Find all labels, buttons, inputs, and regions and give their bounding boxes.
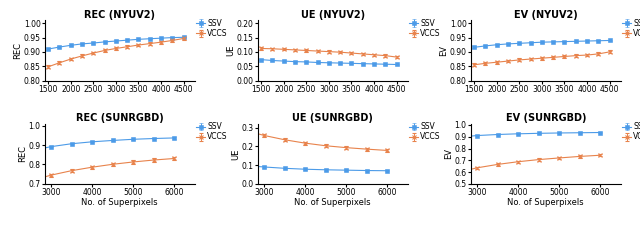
Title: REC (NYUV2): REC (NYUV2) xyxy=(84,10,156,20)
Legend: SSV, VCCS: SSV, VCCS xyxy=(621,121,640,143)
Legend: SSV, VCCS: SSV, VCCS xyxy=(195,121,229,143)
Y-axis label: REC: REC xyxy=(18,145,27,162)
Title: UE (SUNRGBD): UE (SUNRGBD) xyxy=(292,113,373,123)
Y-axis label: UE: UE xyxy=(231,148,240,160)
Y-axis label: UE: UE xyxy=(227,45,236,56)
Y-axis label: EV: EV xyxy=(439,45,448,56)
Y-axis label: EV: EV xyxy=(444,148,453,159)
Title: EV (SUNRGBD): EV (SUNRGBD) xyxy=(506,113,586,123)
Title: UE (NYUV2): UE (NYUV2) xyxy=(301,10,365,20)
Legend: SSV, VCCS: SSV, VCCS xyxy=(195,17,229,40)
Legend: SSV, VCCS: SSV, VCCS xyxy=(621,17,640,40)
Legend: SSV, VCCS: SSV, VCCS xyxy=(408,17,442,40)
X-axis label: No. of Superpixels: No. of Superpixels xyxy=(294,198,371,207)
X-axis label: No. of Superpixels: No. of Superpixels xyxy=(508,198,584,207)
Title: REC (SUNRGBD): REC (SUNRGBD) xyxy=(76,113,164,123)
Legend: SSV, VCCS: SSV, VCCS xyxy=(408,121,442,143)
Y-axis label: REC: REC xyxy=(13,42,22,59)
X-axis label: No. of Superpixels: No. of Superpixels xyxy=(81,198,158,207)
Title: EV (NYUV2): EV (NYUV2) xyxy=(514,10,578,20)
